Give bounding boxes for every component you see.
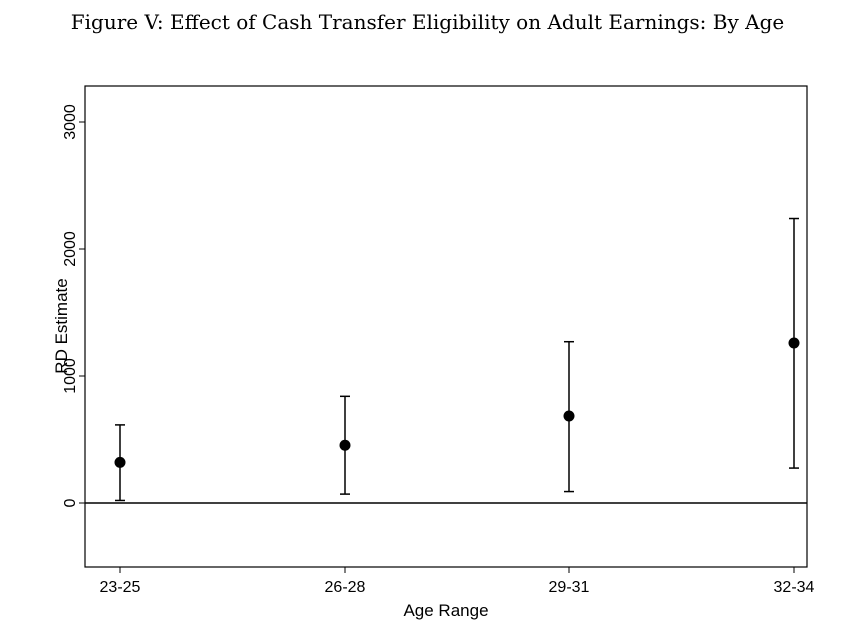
figure-title: Figure V: Effect of Cash Transfer Eligib… xyxy=(70,10,785,34)
x-tick-label-29-31: 29-31 xyxy=(549,579,590,596)
point-estimate-29-31 xyxy=(563,410,575,422)
x-tick-label-26-28: 26-28 xyxy=(325,579,366,596)
y-tick-label-2000: 2000 xyxy=(62,231,79,267)
x-tick-label-32-34: 32-34 xyxy=(774,579,815,596)
x-axis-label: Age Range xyxy=(403,601,488,620)
y-tick-label-0: 0 xyxy=(62,498,79,507)
y-tick-label-3000: 3000 xyxy=(62,104,79,140)
point-estimate-23-25 xyxy=(114,456,126,468)
plot-frame xyxy=(84,85,808,568)
point-estimate-26-28 xyxy=(339,439,351,451)
y-tick-label-1000: 1000 xyxy=(62,358,79,394)
x-tick-label-23-25: 23-25 xyxy=(100,579,141,596)
point-estimate-32-34 xyxy=(788,337,800,349)
y-axis-label: RD Estimate xyxy=(52,278,71,373)
